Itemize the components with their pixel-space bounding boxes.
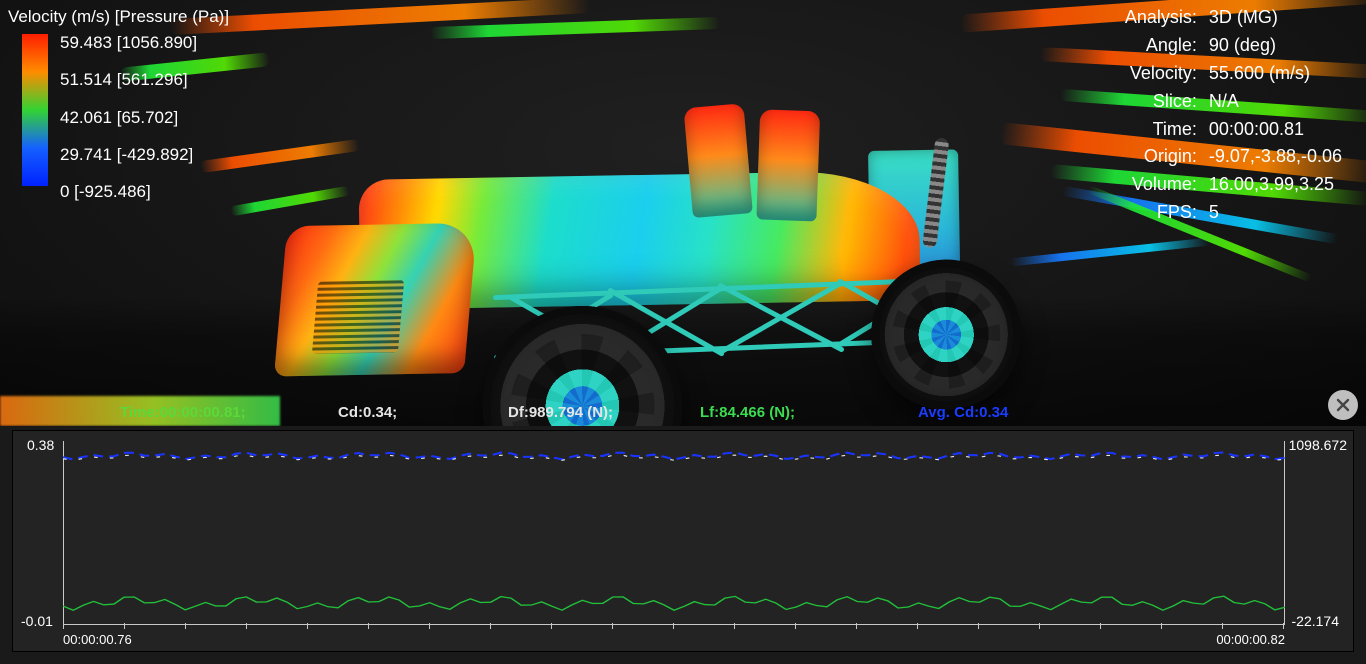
info-value: 00:00:00.81 <box>1209 116 1342 144</box>
legend-tick: 51.514 [561.296] <box>60 67 197 93</box>
chart-lines <box>63 441 1285 625</box>
legend-tick: 59.483 [1056.890] <box>60 30 197 56</box>
info-value: 90 (deg) <box>1209 32 1342 60</box>
legend-gradient-bar <box>22 34 48 186</box>
legend-tick: 42.061 [65.702] <box>60 105 197 131</box>
info-value: 16.00,3.99,3.25 <box>1209 171 1342 199</box>
stat-df: Df:989.794 (N); <box>508 404 613 421</box>
info-value: N/A <box>1209 88 1342 116</box>
info-value: 55.600 (m/s) <box>1209 60 1342 88</box>
info-value: -9.07,-3.88,-0.06 <box>1209 143 1342 171</box>
info-value: 3D (MG) <box>1209 4 1342 32</box>
info-key: Volume: <box>1125 171 1197 199</box>
close-chart-button[interactable] <box>1328 390 1358 420</box>
info-key: Time: <box>1125 116 1197 144</box>
viewport-3d[interactable]: Velocity (m/s) [Pressure (Pa)] 59.483 [1… <box>0 0 1366 426</box>
stats-strip: Time:00:00:00.81; Cd:0.34; Df:989.794 (N… <box>0 398 1366 426</box>
legend-tick: 0 [-925.486] <box>60 179 197 205</box>
chart-y-left-top: 0.38 <box>27 437 54 453</box>
info-value: 5 <box>1209 199 1342 227</box>
info-key: FPS: <box>1125 199 1197 227</box>
info-key: Origin: <box>1125 143 1197 171</box>
stat-time: Time:00:00:00.81; <box>120 404 246 421</box>
legend-ticks: 59.483 [1056.890] 51.514 [561.296] 42.061 … <box>60 30 197 206</box>
timeseries-chart[interactable]: 0.38 -0.01 1098.672 -22.174 00:00:00.76 … <box>12 430 1354 652</box>
color-legend: Velocity (m/s) [Pressure (Pa)] 59.483 [1… <box>8 4 229 36</box>
close-icon <box>1335 397 1351 413</box>
chart-x-right: 00:00:00.82 <box>1216 632 1285 647</box>
stat-lf: Lf:84.466 (N); <box>700 404 795 421</box>
stat-cd: Cd:0.34; <box>338 404 397 421</box>
chart-x-left: 00:00:00.76 <box>63 632 132 647</box>
info-key: Velocity: <box>1125 60 1197 88</box>
info-key: Slice: <box>1125 88 1197 116</box>
chart-y-right-bot: -22.174 <box>1292 613 1339 629</box>
cfd-model-car <box>267 109 1012 422</box>
info-key: Analysis: <box>1125 4 1197 32</box>
chart-y-left-bot: -0.01 <box>21 613 53 629</box>
legend-tick: 29.741 [-429.892] <box>60 142 197 168</box>
stat-avg-cd: Avg. Cd:0.34 <box>918 404 1008 421</box>
chart-y-right-top: 1098.672 <box>1289 437 1347 453</box>
legend-title: Velocity (m/s) [Pressure (Pa)] <box>8 4 229 30</box>
info-key: Angle: <box>1125 32 1197 60</box>
analysis-info-panel: Analysis: 3D (MG) Angle: 90 (deg) Velocity: 5… <box>1125 4 1342 227</box>
